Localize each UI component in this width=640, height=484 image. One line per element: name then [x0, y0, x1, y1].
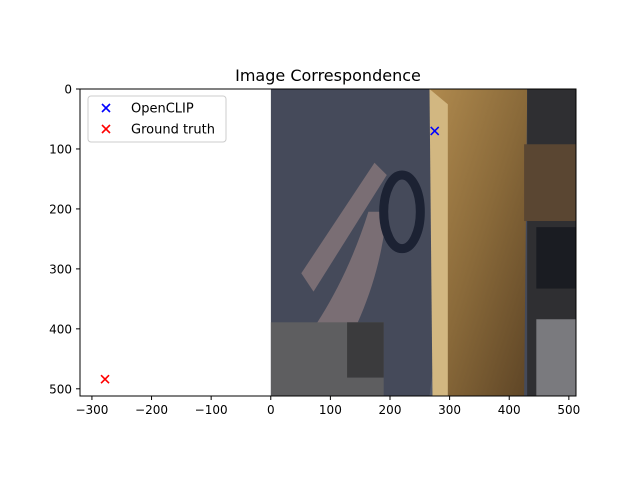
- axes-frame: [79, 88, 577, 397]
- photo-cabinet: [536, 227, 576, 289]
- legend-ground-truth-marker: [101, 124, 111, 134]
- x-tick-label: 200: [379, 403, 402, 417]
- data-markers: [100, 126, 440, 384]
- y-tick-label: 500: [49, 382, 72, 396]
- x-tick-label: −300: [75, 403, 108, 417]
- y-tick-label: 100: [49, 142, 72, 156]
- y-tick-label: 300: [49, 262, 72, 276]
- x-tick-label: 400: [498, 403, 521, 417]
- photo-floor-edge: [429, 89, 448, 396]
- photo-appliance: [536, 319, 576, 396]
- x-tick-label: −100: [195, 403, 228, 417]
- x-tick-label: 300: [438, 403, 461, 417]
- legend: OpenCLIP Ground truth: [87, 95, 227, 143]
- photo-rug-ring: [379, 170, 425, 254]
- background-photo: [270, 89, 576, 396]
- photo-chair: [524, 144, 576, 222]
- y-tick-label: 0: [64, 83, 72, 97]
- openclip-marker: [430, 126, 440, 136]
- chart-title: Image Correspondence: [235, 66, 421, 85]
- legend-box: [87, 95, 227, 143]
- photo-object-shadow: [347, 322, 384, 378]
- x-tick-label: 0: [267, 403, 275, 417]
- x-tick-label: 100: [319, 403, 342, 417]
- legend-openclip-label: OpenCLIP: [131, 102, 194, 117]
- x-axis: −300 −200 −100 0 100 200 300 400 500: [75, 396, 580, 417]
- y-tick-label: 200: [49, 202, 72, 216]
- y-tick-label: 400: [49, 322, 72, 336]
- x-tick-label: 500: [557, 403, 580, 417]
- legend-ground-truth-label: Ground truth: [131, 123, 215, 138]
- photo-rug-pattern-2: [301, 162, 387, 292]
- legend-openclip-marker: [101, 103, 111, 113]
- ground-truth-marker: [100, 374, 110, 384]
- x-tick-label: −200: [135, 403, 168, 417]
- photo-content: [270, 89, 576, 396]
- photo-wood-floor: [429, 89, 528, 396]
- y-axis: 0 100 200 300 400 500: [49, 83, 80, 396]
